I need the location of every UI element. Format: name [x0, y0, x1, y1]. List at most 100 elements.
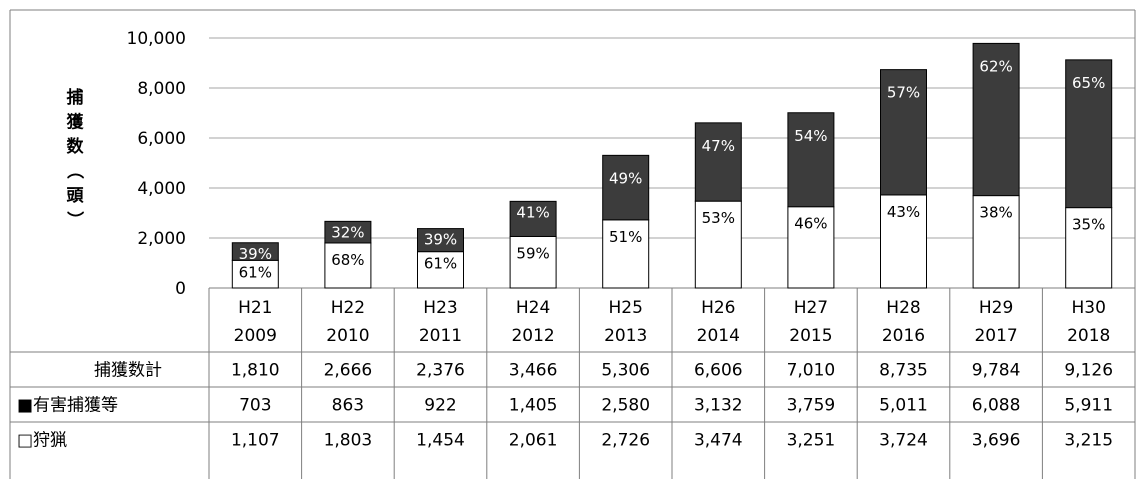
category-era-label: H30	[1071, 298, 1105, 318]
category-era-label: H27	[794, 298, 828, 318]
bar-hunting	[880, 194, 927, 289]
bar-hunting	[509, 235, 557, 289]
data-label-hunting-pct: 46%	[794, 215, 827, 233]
table-row-header: □狩猟	[17, 431, 67, 451]
table-cell: 2,376	[416, 361, 465, 381]
data-label-hunting-pct: 38%	[979, 204, 1012, 222]
data-label-harmful-pct: 39%	[424, 231, 457, 249]
category-year-label: 2012	[511, 326, 554, 346]
category-year-label: 2014	[697, 326, 740, 346]
table-row-header: 捕獲数計	[94, 361, 162, 381]
bar-harmful-capture	[694, 122, 742, 202]
table-cell: 1,454	[416, 431, 465, 451]
bar-harmful-capture	[602, 154, 650, 221]
data-label-hunting-pct: 59%	[516, 244, 549, 262]
table-cell: 6,606	[694, 361, 743, 381]
y-axis-label-char: 頭	[67, 186, 85, 206]
category-year-label: 2011	[419, 326, 462, 346]
bar-hunting	[417, 251, 464, 289]
table-cell: 3,466	[509, 361, 558, 381]
bars: 61%39% 68%32%61%39%59%41%51%49%53%47%46%5…	[231, 42, 1113, 289]
data-label-harmful-pct: 41%	[516, 203, 549, 221]
bar-harmful-capture	[417, 228, 464, 253]
bar-hunting	[602, 219, 650, 289]
category-era-label: H26	[701, 298, 735, 318]
bar-hunting	[1065, 207, 1113, 289]
y-axis-label-char: ）	[64, 211, 85, 228]
category-era-label: H28	[886, 298, 920, 318]
data-label-harmful-pct: 62%	[979, 57, 1012, 75]
y-tick-label: 6,000	[137, 129, 186, 149]
y-tick-label: 4,000	[137, 179, 186, 199]
y-axis-label: 捕獲数 （ 頭 ）	[64, 87, 85, 228]
table-cell: 1,107	[231, 431, 280, 451]
y-axis-label-char: 数	[67, 136, 85, 157]
data-label-harmful-pct: 47%	[702, 137, 735, 155]
category-year-label: 2018	[1067, 326, 1110, 346]
category-year-label: 2013	[604, 326, 647, 346]
data-label-harmful-pct: 65%	[1072, 74, 1105, 92]
category-year-label: 2016	[882, 326, 925, 346]
bar-harmful-capture	[787, 112, 835, 208]
y-tick-label: 0	[175, 279, 186, 299]
y-axis-label-char: 獲	[67, 113, 85, 133]
data-label-hunting-pct: 51%	[609, 228, 642, 246]
y-tick-label: 10,000	[127, 29, 186, 49]
table-cell: 3,474	[694, 431, 743, 451]
data-table: H21 2009 H22 2010 H23 2011 H24 2012 H25 2013 H26 20…	[10, 288, 1136, 479]
category-era-label: H22	[331, 298, 365, 318]
category-year-label: 2017	[974, 326, 1017, 346]
table-cell: 3,724	[879, 431, 928, 451]
category-year-label: 2009	[234, 326, 277, 346]
table-cell: 3,215	[1064, 431, 1113, 451]
data-label-harmful-pct: 32%	[331, 223, 364, 241]
data-label-hunting-pct: 53%	[702, 209, 735, 227]
table-cell: 7,010	[787, 361, 836, 381]
table-cell: 3,696	[972, 431, 1021, 451]
data-label-hunting-pct: 61%	[424, 255, 457, 273]
bar-hunting	[787, 206, 835, 289]
table-cell: 2,061	[509, 431, 558, 451]
category-era-label: H21	[238, 298, 272, 318]
data-label-harmful-pct: 49%	[609, 169, 642, 187]
table-row-header: ■有害捕獲等	[17, 396, 118, 416]
y-axis-ticks: 10,000 8,000 6,000 4,000 2,000 0	[127, 29, 186, 299]
table-cell: 3,132	[694, 396, 743, 416]
table-cell: 9,784	[972, 361, 1021, 381]
bar-harmful-capture	[880, 69, 927, 196]
category-year-label: 2015	[789, 326, 832, 346]
category-era-label: H24	[516, 298, 550, 318]
table-cell: 922	[424, 396, 456, 416]
y-tick-label: 2,000	[137, 229, 186, 249]
data-label-hunting-pct: 35%	[1072, 216, 1105, 234]
table-cell: 6,088	[972, 396, 1021, 416]
table-cell: 3,759	[787, 396, 836, 416]
data-label-harmful-pct: 39%	[239, 245, 272, 263]
category-era-label: H29	[979, 298, 1013, 318]
bar-harmful-capture	[972, 42, 1020, 197]
category-era-label: H23	[423, 298, 457, 318]
y-axis-label-char: （	[64, 162, 85, 179]
bar-hunting	[231, 259, 279, 289]
table-cell: 2,666	[324, 361, 373, 381]
table-cell: 8,735	[879, 361, 928, 381]
table-cell: 5,011	[879, 396, 928, 416]
y-axis-label-char: 捕	[67, 87, 84, 108]
table-cell: 2,580	[601, 396, 650, 416]
table-cell: 5,911	[1064, 396, 1113, 416]
table-cell: 863	[332, 396, 364, 416]
data-label-hunting-pct: 43%	[887, 203, 920, 221]
category-year-label: 2010	[326, 326, 369, 346]
bar-harmful-capture	[1065, 59, 1113, 209]
y-tick-label: 8,000	[137, 79, 186, 99]
table-cell: 3,251	[787, 431, 836, 451]
table-cell: 1,803	[324, 431, 373, 451]
table-cell: 1,405	[509, 396, 558, 416]
bar-harmful-capture	[231, 242, 279, 261]
table-cell: 5,306	[601, 361, 650, 381]
bar-hunting	[324, 242, 372, 289]
table-cell: 9,126	[1064, 361, 1113, 381]
table-cell: 703	[239, 396, 271, 416]
